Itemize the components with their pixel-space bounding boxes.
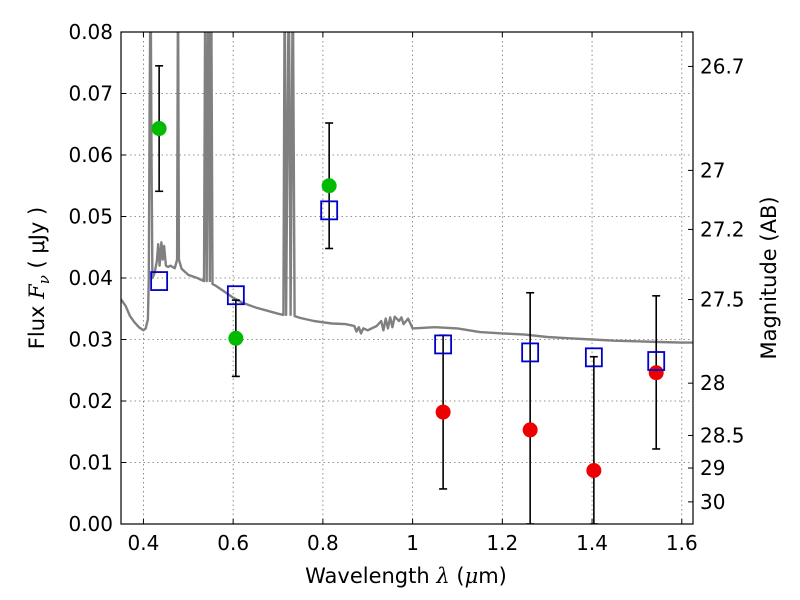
- ticks-layer: 0.4 0.6 0.8 1 1.2 1.4 1.6 0.00 0.01 0.02 0.03 0.04 0…: [68, 20, 744, 555]
- data-point-circle: [321, 178, 337, 194]
- y-tick-label: 0.06: [68, 143, 113, 167]
- y-tick-label: 0.07: [68, 82, 113, 106]
- y2-tick-label: 30: [700, 490, 725, 514]
- data-point-square: [647, 351, 666, 371]
- data-point-square: [320, 200, 339, 221]
- data-point-square: [584, 347, 603, 368]
- x-tick-label: 1.2: [486, 531, 518, 555]
- data-point-circle: [228, 330, 244, 346]
- x-tick-label: 0.4: [128, 531, 160, 555]
- data-marks-layer: [150, 65, 666, 524]
- y2-tick-label: 27: [700, 158, 725, 182]
- data-point-circle: [151, 121, 167, 137]
- y2-tick-label: 26.7: [700, 54, 745, 78]
- data-point-circle: [522, 422, 538, 438]
- model-spectrum-layer: [121, 32, 693, 344]
- x-tick-label: 0.8: [307, 531, 339, 555]
- y-tick-label: 0.04: [68, 266, 113, 290]
- grid-layer: [121, 31, 693, 525]
- x-tick-label: 0.6: [217, 531, 249, 555]
- y-tick-label: 0.03: [68, 328, 113, 352]
- y-tick-label: 0.05: [68, 205, 113, 229]
- data-point-square: [521, 342, 540, 363]
- y2-axis-label: Magnitude (AB): [757, 196, 781, 359]
- y2-tick-label: 28.5: [700, 423, 745, 447]
- x-tick-label: 1.6: [666, 531, 698, 555]
- data-point-circle: [586, 462, 602, 478]
- y-tick-label: 0.00: [68, 512, 113, 536]
- y2-tick-label: 28: [700, 371, 725, 395]
- y-tick-label: 0.02: [68, 389, 113, 413]
- y-tick-label: 0.01: [68, 451, 113, 475]
- y2-tick-label: 27.2: [700, 217, 745, 241]
- model-spectrum-line: [121, 32, 693, 344]
- data-point-circle: [648, 365, 664, 381]
- x-axis-label: Wavelength λ (μm): [305, 564, 507, 588]
- data-point-square: [434, 334, 453, 355]
- x-tick-label: 1.4: [576, 531, 608, 555]
- data-point-square: [150, 271, 169, 291]
- x-tick-label: 1: [406, 531, 419, 555]
- y-tick-label: 0.08: [68, 20, 113, 44]
- y-axis-label: Flux Fν ( μJy ): [25, 207, 53, 349]
- data-point-circle: [435, 404, 451, 420]
- y2-tick-label: 27.5: [700, 288, 745, 312]
- y2-tick-label: 29: [700, 456, 725, 480]
- data-point-square: [226, 285, 245, 306]
